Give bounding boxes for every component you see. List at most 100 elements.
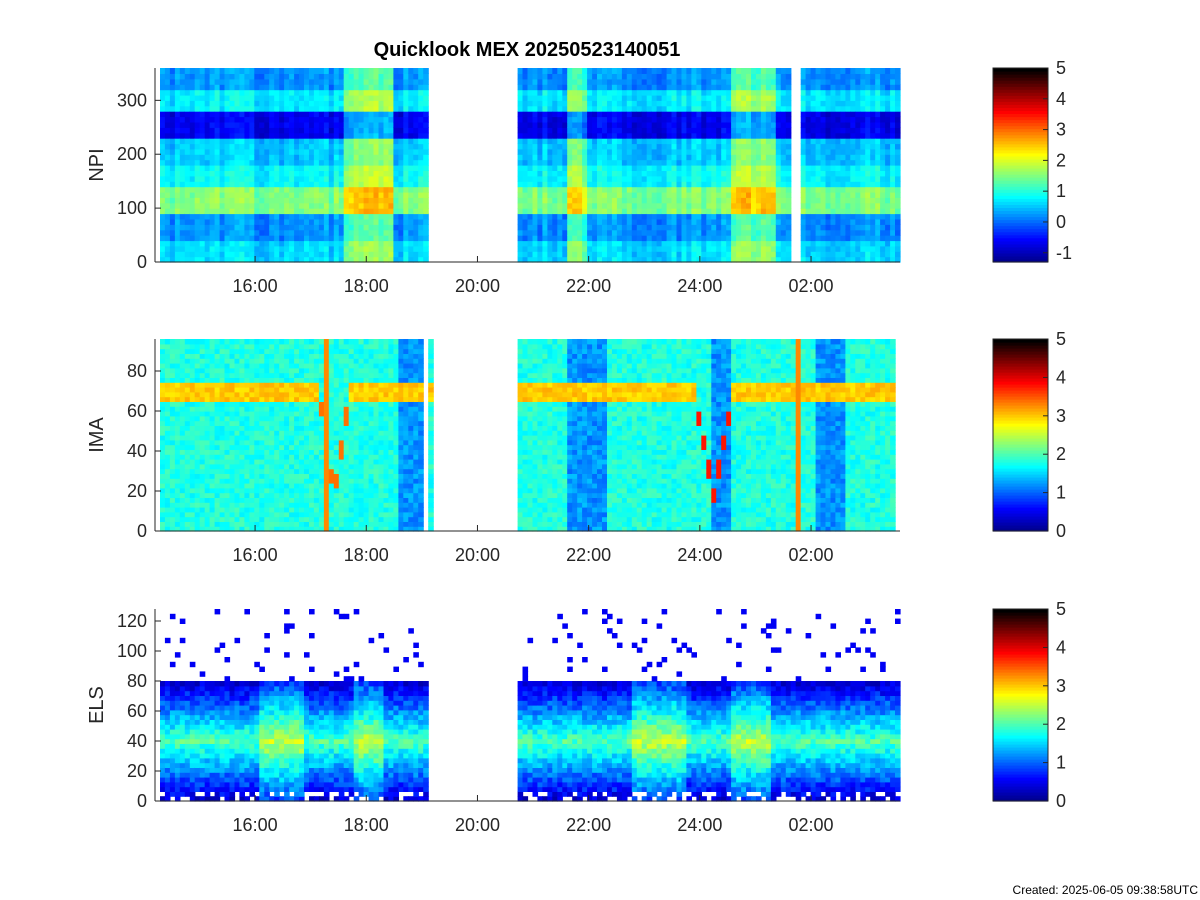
- heatmap-cell: [820, 121, 827, 128]
- heatmap-cell: [160, 224, 166, 231]
- heatmap-cell: [353, 94, 360, 101]
- heatmap-cell: [626, 256, 633, 263]
- heatmap-cell: [358, 159, 365, 166]
- heatmap-cell: [800, 213, 807, 220]
- heatmap-cell: [532, 191, 539, 198]
- heatmap-cell: [770, 73, 777, 80]
- heatmap-cell: [164, 154, 171, 161]
- heatmap-cell: [661, 240, 668, 247]
- heatmap-cell: [602, 116, 608, 123]
- heatmap-cell: [164, 84, 171, 91]
- heatmap-cell: [184, 229, 191, 236]
- heatmap-cell: [706, 202, 712, 209]
- heatmap-cell: [607, 186, 613, 193]
- heatmap-cell: [870, 138, 876, 145]
- heatmap-cell: [835, 100, 841, 107]
- heatmap-cell: [398, 251, 404, 258]
- heatmap-cell: [199, 251, 206, 258]
- heatmap-cell: [174, 339, 181, 345]
- heatmap-cell: [423, 235, 429, 242]
- heatmap-cell: [666, 251, 673, 258]
- heatmap-cell: [522, 121, 529, 128]
- heatmap-cell: [348, 218, 355, 225]
- heatmap-cell: [835, 73, 841, 80]
- heatmap-cell: [259, 202, 265, 209]
- heatmap-cell: [611, 121, 618, 128]
- heatmap-cell: [209, 229, 216, 236]
- heatmap-cell: [363, 127, 370, 134]
- heatmap-cell: [269, 170, 275, 177]
- heatmap-cell: [229, 89, 236, 96]
- heatmap-cell: [572, 148, 578, 155]
- heatmap-cell: [532, 218, 539, 225]
- heatmap-cell: [259, 208, 265, 215]
- heatmap-cell: [646, 111, 653, 118]
- heatmap-cell: [179, 507, 186, 513]
- heatmap-cell: [562, 100, 568, 107]
- heatmap-cell: [393, 256, 399, 263]
- heatmap-cell: [323, 165, 330, 171]
- heatmap-cell: [323, 105, 330, 112]
- heatmap-cell: [179, 411, 186, 417]
- heatmap-cell: [701, 251, 707, 258]
- heatmap-cell: [249, 148, 255, 155]
- heatmap-cell: [621, 202, 628, 209]
- heatmap-cell: [577, 105, 583, 112]
- heatmap-cell: [264, 229, 270, 236]
- heatmap-cell: [611, 116, 618, 123]
- heatmap-cell: [661, 186, 668, 193]
- heatmap-cell: [169, 468, 176, 474]
- heatmap-cell: [611, 256, 618, 263]
- heatmap-cell: [880, 251, 886, 258]
- heatmap-cell: [219, 240, 226, 247]
- heatmap-cell: [666, 218, 673, 225]
- heatmap-cell: [691, 175, 697, 182]
- heatmap-cell: [711, 202, 717, 209]
- heatmap-cell: [671, 170, 678, 177]
- heatmap-cell: [567, 94, 573, 101]
- heatmap-cell: [756, 245, 762, 252]
- heatmap-cell: [597, 73, 603, 80]
- heatmap-cell: [313, 240, 320, 247]
- heatmap-cell: [716, 170, 722, 177]
- heatmap-cell: [607, 94, 613, 101]
- heatmap-cell: [358, 170, 365, 177]
- heatmap-cell: [343, 213, 350, 220]
- heatmap-cell: [890, 154, 896, 161]
- heatmap-cell: [850, 84, 856, 91]
- heatmap-cell: [656, 197, 663, 204]
- heatmap-cell: [234, 224, 241, 231]
- heatmap-cell: [820, 111, 827, 118]
- heatmap-cell: [895, 202, 901, 209]
- heatmap-cell: [249, 186, 255, 193]
- heatmap-cell: [641, 159, 648, 166]
- heatmap-cell: [294, 84, 300, 91]
- heatmap-cell: [403, 159, 409, 166]
- heatmap-cell: [378, 121, 385, 128]
- heatmap-cell: [785, 100, 792, 107]
- heatmap-cell: [820, 240, 827, 247]
- heatmap-cell: [621, 235, 628, 242]
- heatmap-cell: [333, 213, 340, 220]
- heatmap-cell: [562, 202, 568, 209]
- heatmap-cell: [358, 94, 365, 101]
- heatmap-cell: [805, 138, 812, 145]
- heatmap-cell: [577, 208, 583, 215]
- heatmap-cell: [264, 105, 270, 112]
- heatmap-cell: [269, 84, 275, 91]
- heatmap-cell: [756, 240, 762, 247]
- heatmap-cell: [164, 235, 171, 242]
- heatmap-cell: [651, 245, 658, 252]
- heatmap-cell: [254, 245, 260, 252]
- heatmap-cell: [398, 159, 404, 166]
- heatmap-cell: [234, 89, 241, 96]
- heatmap-cell: [169, 473, 176, 479]
- heatmap-cell: [313, 143, 320, 150]
- heatmap-cell: [592, 245, 598, 252]
- heatmap-cell: [179, 468, 186, 474]
- heatmap-cell: [587, 213, 593, 220]
- heatmap-cell: [284, 197, 290, 204]
- heatmap-cell: [567, 224, 573, 231]
- heatmap-cell: [323, 224, 330, 231]
- heatmap-cell: [885, 229, 891, 236]
